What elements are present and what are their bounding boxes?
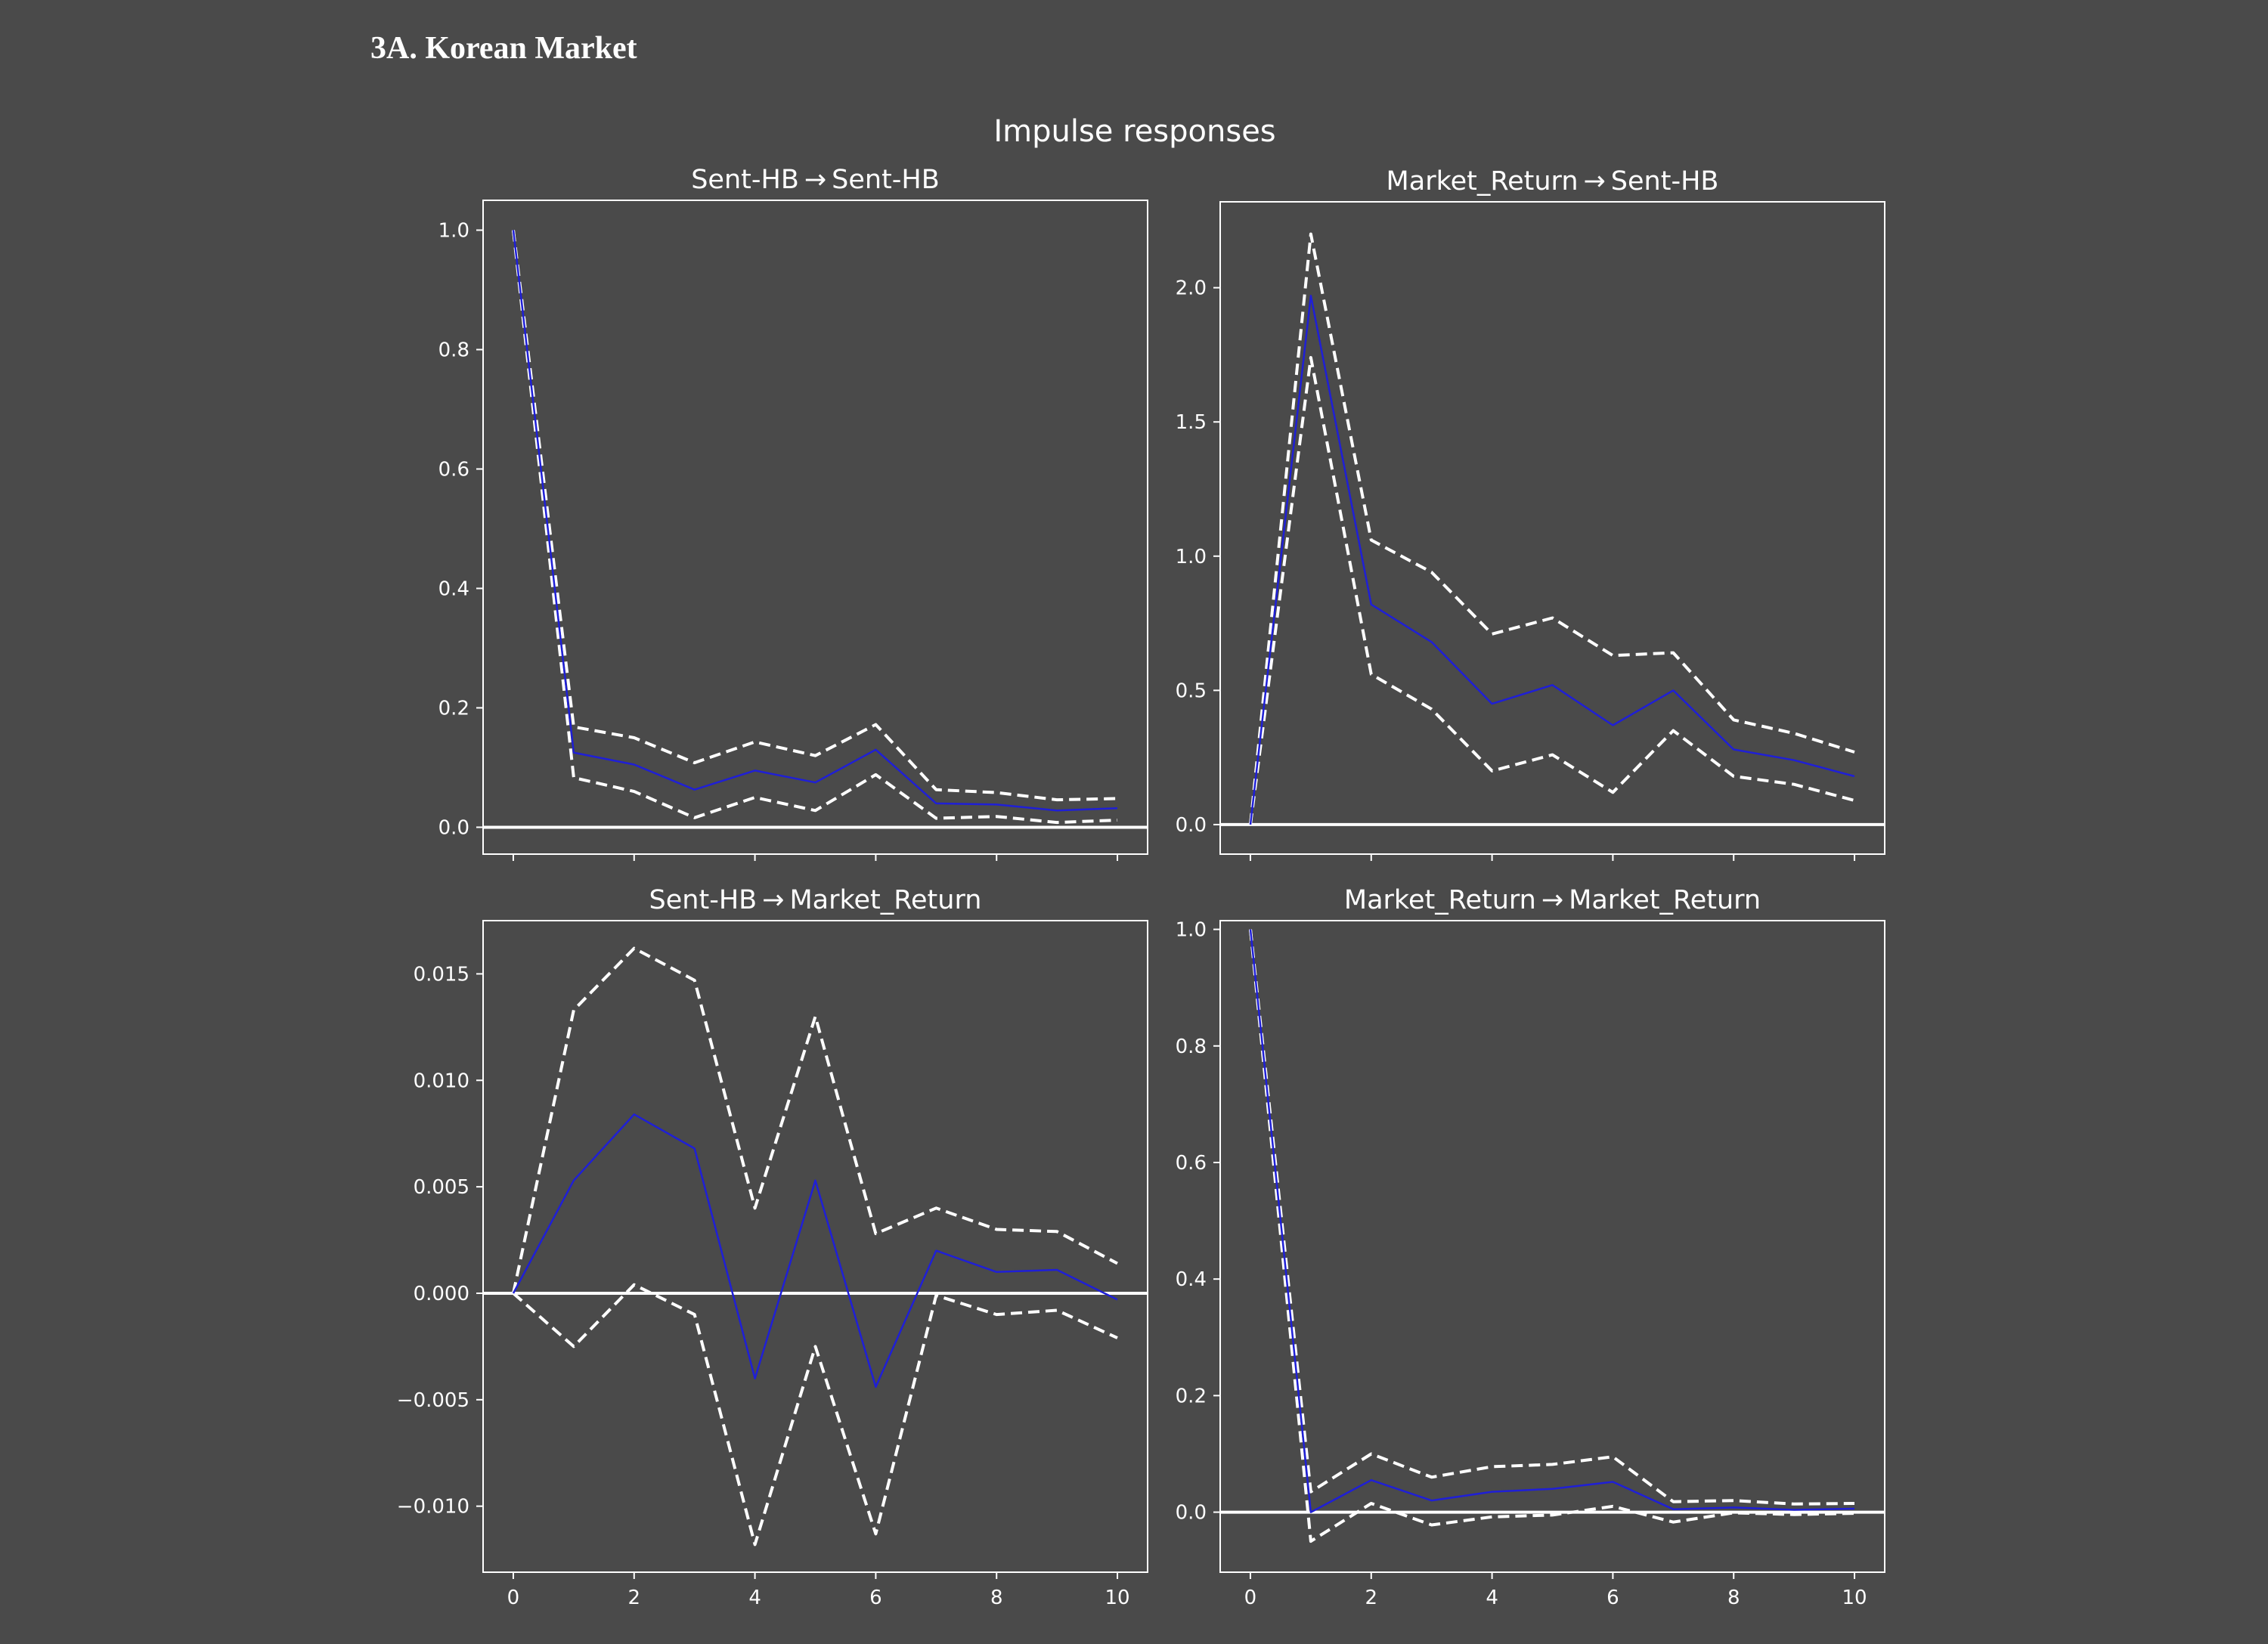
x-tick-label: 4 — [748, 1587, 761, 1609]
upper-ci-line — [1249, 232, 1855, 825]
x-tick-label: 8 — [1727, 1587, 1740, 1609]
y-tick-label: −0.010 — [397, 1496, 469, 1519]
panel-sent-hb-to-sent-hb: Sent-HB → Sent-HB 0.0 0.2 0.4 0.6 0.8 1.0 — [438, 165, 1148, 861]
y-tick-label: 1.5 — [1176, 411, 1207, 434]
panel-market-return-to-sent-hb: Market_Return → Sent-HB 0.0 0.5 1.0 1.5 2.0 — [1176, 166, 1885, 861]
y-tick-label: −0.005 — [397, 1389, 469, 1412]
y-tick-label: 0.015 — [414, 963, 469, 986]
y-tick-label: 0.0 — [1176, 814, 1207, 837]
y-tick-label: 0.0 — [1176, 1502, 1207, 1525]
lower-ci-line — [512, 1283, 1118, 1546]
axes-frame — [1219, 920, 1885, 1573]
irf-line — [1249, 929, 1855, 1513]
panel-sent-hb-to-market-return: Sent-HB → Market_Return −0.010 −0.005 0.000… — [397, 885, 1148, 1609]
lower-ci-line — [1249, 929, 1855, 1543]
lower-ci-line — [1249, 356, 1855, 825]
upper-ci-line — [512, 946, 1118, 1294]
y-tick-label: 1.0 — [1176, 546, 1207, 568]
y-tick-label: 0.010 — [414, 1070, 469, 1092]
y-tick-label: 1.0 — [438, 219, 469, 242]
irf-line — [512, 1113, 1118, 1389]
y-tick-label: 0.0 — [438, 816, 469, 839]
y-tick-label: 0.000 — [414, 1283, 469, 1305]
x-tick-label: 6 — [1606, 1587, 1619, 1609]
x-tick-label: 8 — [990, 1587, 1003, 1609]
subplot-title: Market_Return → Market_Return — [1344, 885, 1761, 915]
y-tick-label: 0.8 — [438, 339, 469, 361]
x-tick-label: 0 — [507, 1587, 520, 1609]
panel-market-return-to-market-return: Market_Return → Market_Return 0.0 0.2 0.4 0.… — [1176, 885, 1885, 1609]
x-tick-label: 6 — [869, 1587, 882, 1609]
x-tick-label: 0 — [1244, 1587, 1257, 1609]
section-heading: 3A. Korean Market — [370, 31, 637, 66]
y-tick-label: 0.005 — [414, 1176, 469, 1199]
y-tick-label: 0.6 — [1176, 1152, 1207, 1175]
subplot-title: Sent-HB → Sent-HB — [691, 165, 940, 195]
irf-line — [512, 230, 1118, 812]
subplot-title: Sent-HB → Market_Return — [649, 885, 982, 915]
x-tick-label: 10 — [1842, 1587, 1867, 1609]
y-tick-label: 2.0 — [1176, 277, 1207, 300]
y-tick-label: 0.8 — [1176, 1036, 1207, 1058]
axes-frame — [1219, 201, 1885, 855]
y-tick-label: 0.2 — [438, 697, 469, 720]
x-tick-label: 2 — [627, 1587, 640, 1609]
x-tick-label: 2 — [1365, 1587, 1377, 1609]
y-tick-label: 0.4 — [438, 577, 469, 600]
subplot-title: Market_Return → Sent-HB — [1387, 166, 1719, 197]
upper-ci-line — [1249, 929, 1855, 1506]
upper-ci-line — [512, 230, 1118, 802]
figure-title: Impulse responses — [993, 114, 1275, 149]
lower-ci-line — [512, 230, 1118, 825]
axes-frame — [482, 200, 1148, 855]
x-tick-label: 10 — [1105, 1587, 1129, 1609]
y-tick-label: 0.5 — [1176, 680, 1207, 702]
y-tick-label: 0.2 — [1176, 1385, 1207, 1407]
axes-frame — [482, 920, 1148, 1573]
y-tick-label: 1.0 — [1176, 919, 1207, 942]
y-tick-label: 0.6 — [438, 458, 469, 481]
x-tick-label: 4 — [1486, 1587, 1498, 1609]
y-tick-label: 0.4 — [1176, 1268, 1207, 1291]
irf-line — [1249, 295, 1855, 825]
